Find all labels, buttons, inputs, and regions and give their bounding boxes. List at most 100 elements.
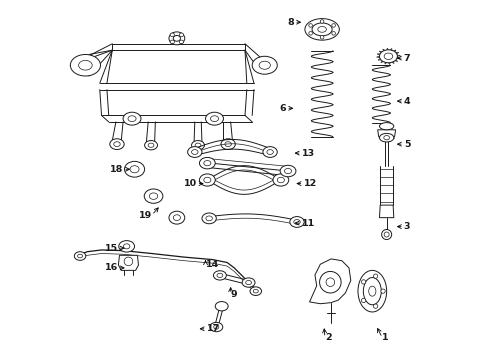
Ellipse shape — [267, 150, 273, 154]
Ellipse shape — [217, 273, 223, 278]
Ellipse shape — [379, 134, 394, 142]
Ellipse shape — [225, 142, 231, 147]
Text: 18: 18 — [110, 165, 123, 174]
Text: 6: 6 — [280, 104, 286, 113]
Ellipse shape — [384, 53, 393, 59]
Ellipse shape — [169, 32, 185, 45]
Ellipse shape — [148, 143, 154, 147]
Text: 15: 15 — [104, 244, 118, 253]
Ellipse shape — [78, 60, 92, 70]
Circle shape — [373, 274, 378, 278]
Text: 8: 8 — [287, 18, 294, 27]
Ellipse shape — [312, 23, 332, 36]
Circle shape — [309, 24, 313, 27]
Ellipse shape — [173, 215, 180, 221]
Ellipse shape — [179, 33, 184, 37]
Text: 1: 1 — [382, 333, 389, 342]
Ellipse shape — [179, 40, 184, 44]
Ellipse shape — [170, 33, 174, 37]
Ellipse shape — [259, 61, 270, 69]
Circle shape — [309, 32, 313, 35]
Ellipse shape — [210, 322, 223, 332]
Ellipse shape — [170, 40, 174, 44]
Text: 12: 12 — [303, 179, 317, 188]
Ellipse shape — [253, 289, 258, 293]
Ellipse shape — [285, 168, 292, 174]
Text: 2: 2 — [325, 333, 332, 342]
Ellipse shape — [211, 116, 219, 122]
Ellipse shape — [221, 139, 235, 149]
Ellipse shape — [214, 325, 219, 329]
Ellipse shape — [290, 217, 304, 227]
Ellipse shape — [294, 220, 300, 224]
Ellipse shape — [215, 302, 228, 311]
Ellipse shape — [169, 211, 185, 224]
Ellipse shape — [277, 177, 284, 183]
Text: 14: 14 — [205, 260, 219, 269]
Ellipse shape — [202, 213, 216, 224]
Ellipse shape — [305, 19, 339, 40]
Ellipse shape — [205, 112, 223, 125]
Ellipse shape — [206, 216, 212, 221]
Ellipse shape — [130, 166, 139, 173]
Text: 5: 5 — [404, 140, 410, 149]
Text: 10: 10 — [183, 179, 196, 188]
Ellipse shape — [250, 287, 262, 296]
Ellipse shape — [77, 254, 82, 258]
Circle shape — [381, 289, 385, 293]
Circle shape — [382, 229, 392, 239]
Ellipse shape — [74, 252, 86, 260]
Ellipse shape — [273, 174, 289, 186]
Ellipse shape — [379, 50, 397, 63]
Ellipse shape — [145, 140, 157, 150]
Circle shape — [362, 298, 366, 303]
Polygon shape — [310, 259, 351, 304]
Ellipse shape — [119, 240, 135, 252]
Text: 19: 19 — [139, 211, 152, 220]
Ellipse shape — [192, 140, 204, 150]
Ellipse shape — [358, 270, 387, 312]
Circle shape — [332, 24, 335, 27]
Ellipse shape — [199, 174, 215, 186]
Ellipse shape — [144, 189, 163, 203]
Circle shape — [124, 257, 133, 266]
Circle shape — [362, 280, 366, 284]
Circle shape — [319, 271, 341, 293]
Circle shape — [320, 20, 324, 23]
Ellipse shape — [195, 143, 201, 147]
Ellipse shape — [123, 112, 141, 125]
Ellipse shape — [199, 157, 215, 169]
Ellipse shape — [128, 116, 136, 122]
Ellipse shape — [188, 147, 202, 157]
Ellipse shape — [123, 244, 130, 249]
Ellipse shape — [124, 161, 145, 177]
Ellipse shape — [364, 278, 381, 305]
Ellipse shape — [110, 139, 124, 149]
Ellipse shape — [214, 271, 226, 280]
Ellipse shape — [71, 54, 100, 76]
Ellipse shape — [204, 177, 211, 183]
Ellipse shape — [384, 135, 390, 140]
Text: 11: 11 — [302, 219, 315, 228]
Text: 17: 17 — [207, 324, 220, 333]
Polygon shape — [379, 205, 394, 218]
Ellipse shape — [263, 147, 277, 157]
Ellipse shape — [368, 286, 376, 296]
Circle shape — [384, 232, 389, 237]
Ellipse shape — [192, 150, 198, 154]
Ellipse shape — [242, 278, 255, 287]
Circle shape — [320, 36, 324, 39]
Text: 9: 9 — [231, 289, 237, 298]
Ellipse shape — [252, 56, 277, 74]
Ellipse shape — [318, 27, 326, 32]
Text: 7: 7 — [404, 54, 411, 63]
Ellipse shape — [245, 280, 251, 285]
Text: 16: 16 — [104, 264, 118, 273]
Ellipse shape — [204, 161, 211, 166]
Text: 13: 13 — [302, 149, 315, 158]
Text: 3: 3 — [404, 222, 410, 231]
Ellipse shape — [173, 36, 180, 41]
Circle shape — [373, 304, 378, 308]
Ellipse shape — [280, 165, 296, 177]
Text: 4: 4 — [404, 96, 411, 105]
